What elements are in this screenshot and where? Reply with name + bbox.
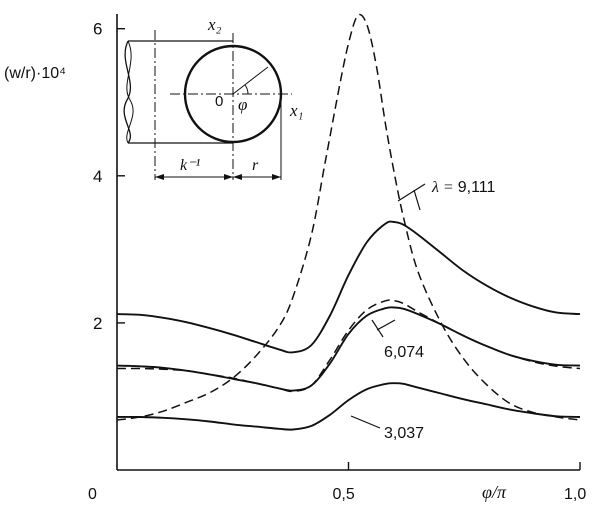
y-tick-label: 2 xyxy=(93,314,102,333)
label-leader-6074-b xyxy=(376,319,396,331)
radius-line xyxy=(232,66,269,95)
inset-x2-label: x₂ xyxy=(207,15,222,34)
curves xyxy=(116,13,581,431)
x-tick-label: 0 xyxy=(88,486,97,503)
inset-diagram xyxy=(123,30,292,180)
ticks: 0 0,5 1,0 2 4 6 xyxy=(88,20,586,503)
inset-angle-label: φ xyxy=(238,95,247,114)
series-line-1 xyxy=(116,306,581,392)
shaft-break-line-2 xyxy=(126,40,134,144)
dim-arrow-4 xyxy=(272,174,281,180)
series-label-9111: λ = 9,111 xyxy=(431,179,496,196)
x-tick-label: 0,5 xyxy=(333,486,355,503)
label-leader-9111-b xyxy=(413,189,421,211)
series-line-2 xyxy=(116,382,581,431)
label-leader-9111 xyxy=(397,183,426,202)
series-label-3037: 3,037 xyxy=(384,425,424,442)
label-leader-3037 xyxy=(350,415,381,429)
dim-arrow-1 xyxy=(155,174,164,180)
inset-x1-label: x₁ xyxy=(289,101,303,120)
shaft-break-line xyxy=(123,40,132,144)
label-leader-6074 xyxy=(371,319,384,338)
y-tick-label: 4 xyxy=(93,167,102,186)
dim-arrow-3 xyxy=(233,174,242,180)
dim-arrow-2 xyxy=(224,174,233,180)
series-line-0 xyxy=(116,220,581,354)
inset-dim-left-label: k⁻¹ xyxy=(180,157,201,174)
inset-origin-label: 0 xyxy=(215,93,223,110)
x-axis-label: φ/π xyxy=(482,482,507,502)
series-label-6074: 6,074 xyxy=(384,344,424,361)
y-axis-label: (w/r)·10⁴ xyxy=(4,65,66,82)
angle-arc xyxy=(244,84,249,95)
inset-dim-right-label: r xyxy=(252,157,259,174)
dashed-curve-3 xyxy=(116,299,581,393)
series-labels: λ = 9,111 6,074 3,037 xyxy=(350,179,496,442)
y-tick-label: 6 xyxy=(93,20,102,39)
x-tick-label: 1,0 xyxy=(564,486,586,503)
dashed-curve-4 xyxy=(116,13,581,421)
